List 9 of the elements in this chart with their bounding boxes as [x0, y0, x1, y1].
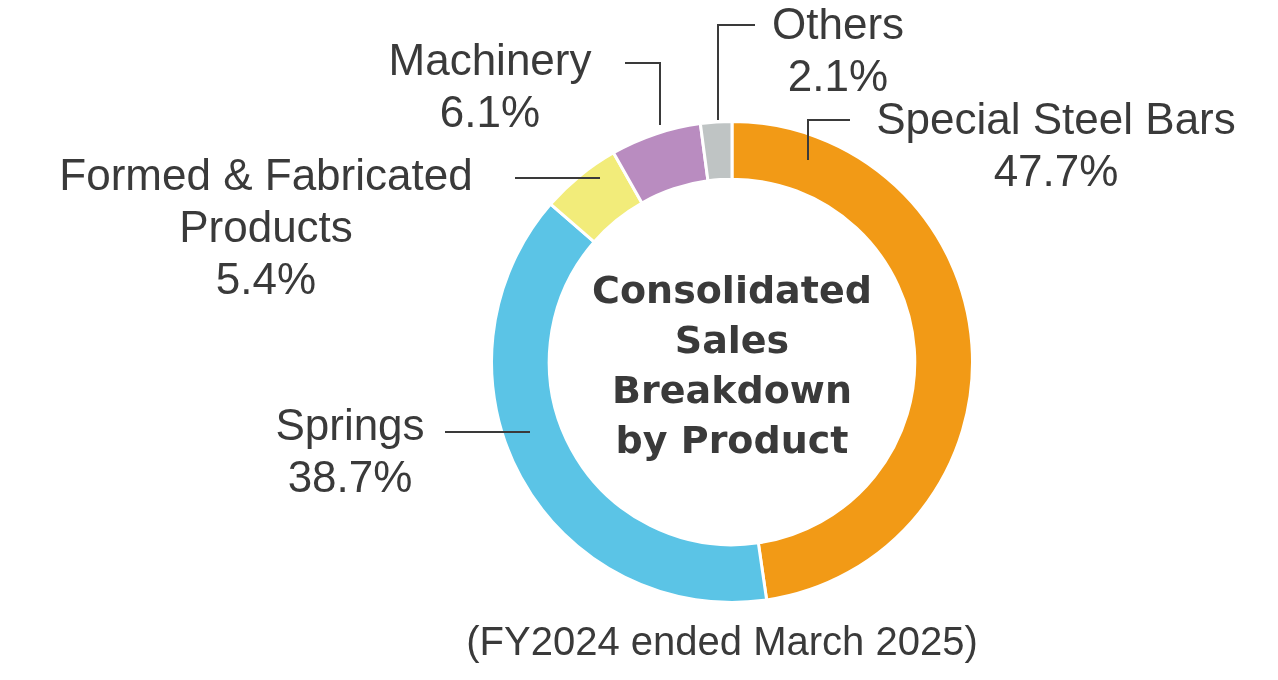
slice-label: Formed & Fabricated Products	[59, 150, 473, 252]
data-label: 6.1%	[439, 87, 541, 137]
text: (FY2024 ended March 2025)	[466, 619, 978, 664]
data-label: 38.7%	[287, 452, 413, 502]
data-label: 5.4%	[215, 254, 317, 304]
text: Consolidated Sales Breakdown by Product	[592, 267, 872, 462]
data-label: 47.7%	[993, 146, 1119, 196]
slice-label: Machinery	[388, 35, 592, 85]
slice-label: Springs	[275, 400, 425, 450]
